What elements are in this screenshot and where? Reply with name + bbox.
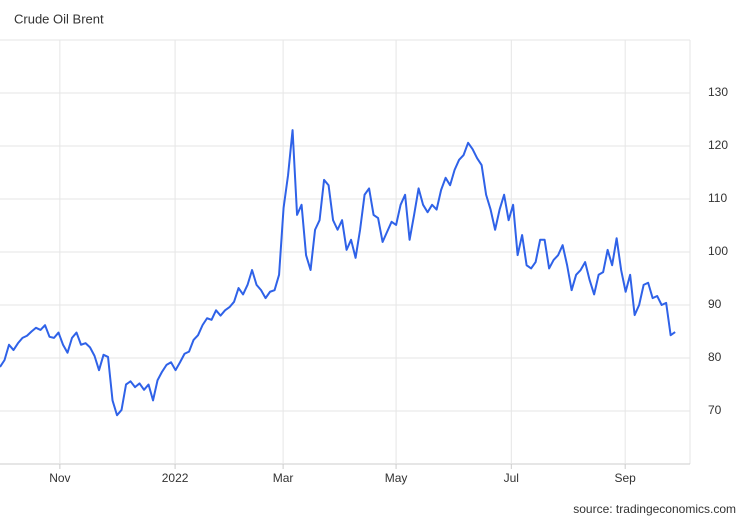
x-tick-label: Sep — [615, 471, 637, 485]
y-tick-label: 90 — [708, 297, 722, 311]
price-line — [0, 129, 676, 417]
y-tick-label: 120 — [708, 138, 728, 152]
y-tick-label: 100 — [708, 244, 728, 258]
source-note: source: tradingeconomics.com — [573, 502, 736, 516]
x-tick-label: May — [385, 471, 408, 485]
x-tick-label: 2022 — [162, 471, 189, 485]
x-tick-label: Mar — [273, 471, 294, 485]
x-tick-label: Nov — [49, 471, 70, 485]
y-tick-label: 70 — [708, 403, 722, 417]
x-tick-label: Jul — [504, 471, 519, 485]
chart-title: Crude Oil Brent — [14, 11, 104, 26]
y-tick-label: 80 — [708, 350, 722, 364]
y-tick-label: 130 — [708, 85, 728, 99]
y-tick-label: 110 — [708, 191, 727, 205]
